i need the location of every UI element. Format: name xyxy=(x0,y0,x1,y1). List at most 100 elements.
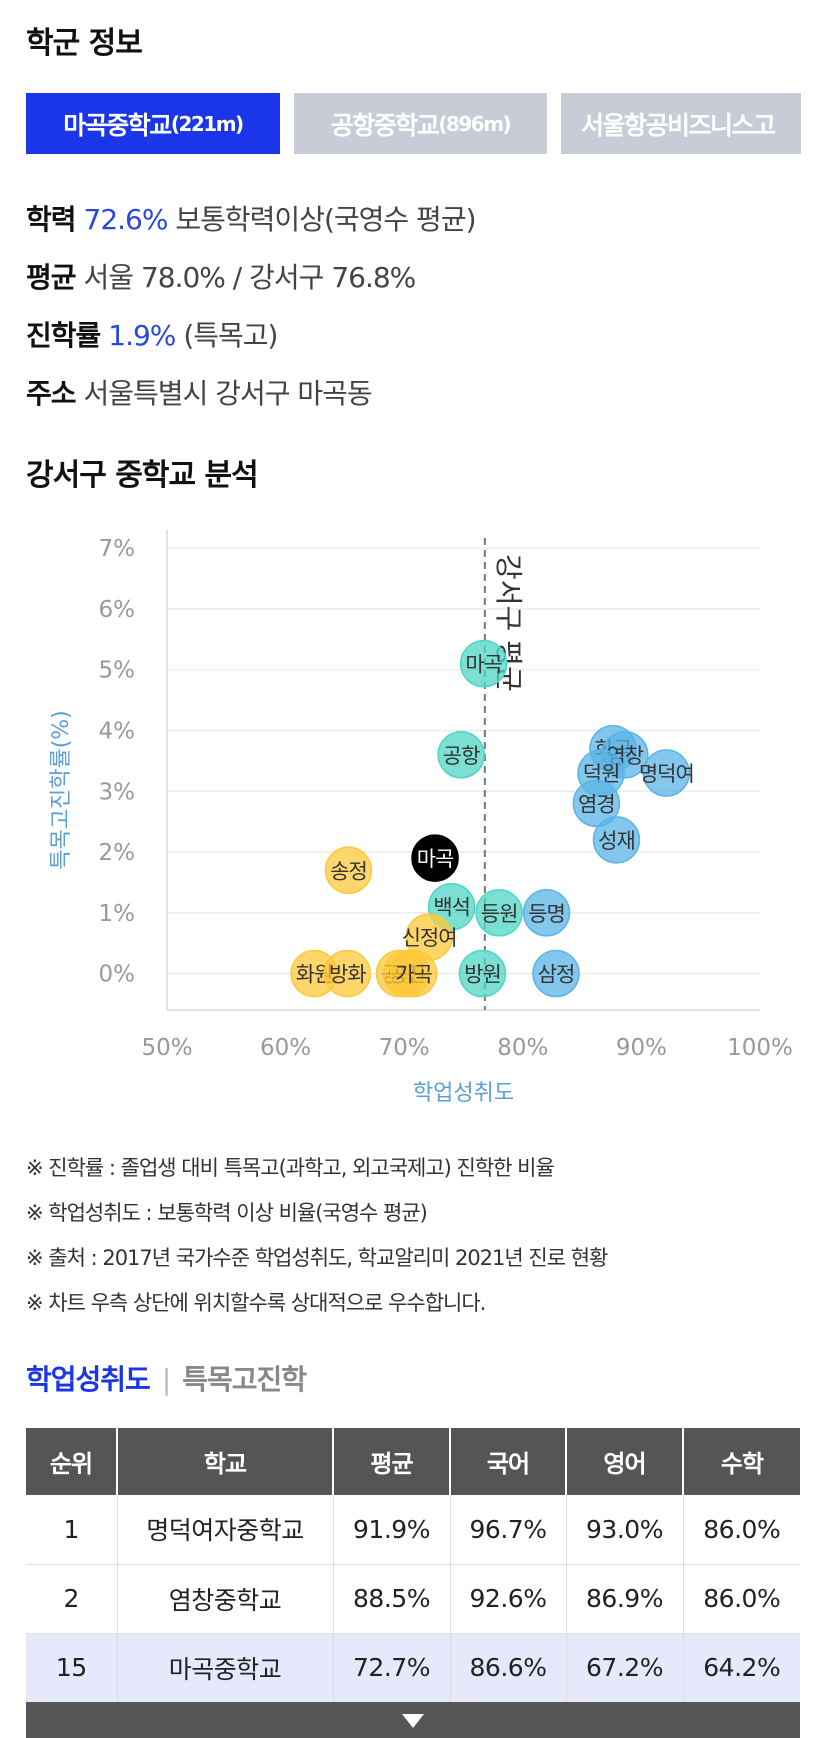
subtab-separator: | xyxy=(161,1363,171,1396)
data-point xyxy=(324,846,373,895)
data-point-label: 등명 xyxy=(528,902,565,926)
info-advancement: 진학률 1.9% (특목고) xyxy=(26,314,278,354)
header-average: 평균 xyxy=(333,1428,451,1495)
info-average: 평균 서울 78.0% / 강서구 76.8% xyxy=(26,256,417,296)
data-point xyxy=(459,639,508,688)
info-address: 주소 서울특별시 강서구 마곡동 xyxy=(26,372,373,412)
data-point-label: 가곡 xyxy=(395,963,432,987)
data-point xyxy=(475,889,523,937)
data-point-label: 마곡 xyxy=(417,847,454,871)
achievement-label: 학력 xyxy=(26,203,77,236)
subtab-advancement[interactable]: 특목고진학 xyxy=(182,1363,307,1396)
cell-rank: 15 xyxy=(26,1633,118,1703)
data-point-label: 마곡 xyxy=(465,653,502,677)
table-header-row: 순위 학교 평균 국어 영어 수학 xyxy=(26,1428,800,1495)
data-point-label: 신정여 xyxy=(402,926,457,950)
y-axis-label: 특목고진학률(%) xyxy=(49,710,74,870)
x-tick-label: 80% xyxy=(497,1035,548,1061)
cell-school: 염창중학교 xyxy=(117,1564,334,1634)
x-axis-label: 학업성취도 xyxy=(413,1081,514,1106)
x-tick-label: 50% xyxy=(141,1035,192,1061)
note-advancement: ※ 진학률 : 졸업생 대비 특목고(과학고, 외고국제고) 진학한 비율 xyxy=(26,1156,555,1180)
header-school: 학교 xyxy=(117,1428,334,1495)
expand-table-button[interactable] xyxy=(26,1702,800,1738)
cell-school: 명덕여자중학교 xyxy=(117,1495,334,1565)
tab-school-3-name: 서울항공비즈니스고 xyxy=(581,110,776,140)
note-source: ※ 출처 : 2017년 국가수준 학업성취도, 학교알리미 2021년 진로 … xyxy=(26,1246,608,1270)
table-row: 1 명덕여자중학교 91.9% 96.7% 93.0% 86.0% xyxy=(26,1495,800,1565)
achievement-desc: 보통학력이상(국영수 평균) xyxy=(175,203,476,236)
data-point xyxy=(323,949,372,998)
average-value: 서울 78.0% / 강서구 76.8% xyxy=(83,261,417,294)
y-tick-label: 6% xyxy=(99,597,136,623)
data-point-label: 등원 xyxy=(481,902,518,926)
tab-school-3[interactable]: 서울항공비즈니스고 xyxy=(561,93,801,154)
data-point xyxy=(572,779,621,828)
analysis-title: 강서구 중학교 분석 xyxy=(26,458,259,493)
y-tick-label: 2% xyxy=(99,840,136,866)
table-row-highlighted: 15 마곡중학교 72.7% 86.6% 67.2% 64.2% xyxy=(26,1633,800,1703)
cell-average: 88.5% xyxy=(333,1564,451,1634)
cell-english: 86.9% xyxy=(566,1564,684,1634)
data-point xyxy=(592,816,641,864)
x-tick-label: 70% xyxy=(379,1035,430,1061)
header-math: 수학 xyxy=(683,1428,800,1495)
cell-school: 마곡중학교 xyxy=(117,1633,334,1703)
ranking-table: 순위 학교 평균 국어 영어 수학 1 명덕여자중학교 91.9% 96.7% … xyxy=(26,1428,800,1703)
advancement-desc: (특목고) xyxy=(183,319,278,352)
x-tick-label: 60% xyxy=(260,1035,311,1061)
address-label: 주소 xyxy=(26,377,77,410)
data-point-label: 공항 xyxy=(443,744,480,768)
table-row: 2 염창중학교 88.5% 92.6% 86.9% 86.0% xyxy=(26,1564,800,1634)
advancement-value: 1.9% xyxy=(108,319,176,352)
address-value: 서울특별시 강서구 마곡동 xyxy=(83,377,373,410)
tab-school-1[interactable]: 마곡중학교 (221m) xyxy=(26,93,280,154)
cell-rank: 2 xyxy=(26,1564,118,1634)
y-tick-label: 5% xyxy=(99,658,136,684)
cell-math: 64.2% xyxy=(683,1633,800,1703)
header-rank: 순위 xyxy=(26,1428,118,1495)
cell-korean: 96.7% xyxy=(450,1495,567,1565)
subtab-achievement[interactable]: 학업성취도 xyxy=(26,1363,151,1396)
cell-average: 72.7% xyxy=(333,1633,451,1703)
cell-korean: 86.6% xyxy=(450,1633,567,1703)
x-tick-label: 90% xyxy=(616,1035,667,1061)
note-position: ※ 차트 우측 상단에 위치할수록 상대적으로 우수합니다. xyxy=(26,1291,486,1315)
y-tick-label: 7% xyxy=(99,536,136,562)
y-tick-label: 3% xyxy=(99,779,136,805)
data-point xyxy=(411,834,459,882)
y-tick-label: 0% xyxy=(99,962,136,988)
chevron-down-icon xyxy=(402,1714,424,1728)
y-tick-label: 4% xyxy=(99,719,136,745)
cell-korean: 92.6% xyxy=(450,1564,567,1634)
info-achievement: 학력 72.6% 보통학력이상(국영수 평균) xyxy=(26,198,477,238)
data-point-label: 방원 xyxy=(464,963,501,987)
cell-average: 91.9% xyxy=(333,1495,451,1565)
data-point xyxy=(642,749,691,797)
ranking-subtabs: 학업성취도 | 특목고진학 xyxy=(26,1358,307,1398)
tab-school-2[interactable]: 공항중학교 (896m) xyxy=(294,93,547,154)
note-achievement: ※ 학업성취도 : 보통학력 이상 비율(국영수 평균) xyxy=(26,1201,428,1225)
scatter-chart: 0% 1% 2% 3% 4% 5% 6% 7% 50% 60% 70% 80% 90% 100% 학업성취도… xyxy=(49,530,793,1106)
data-point-label: 명덕여 xyxy=(639,762,694,786)
data-point xyxy=(437,731,485,779)
data-point-label: 방화 xyxy=(329,963,366,987)
data-point xyxy=(522,889,571,937)
data-point xyxy=(532,949,580,998)
data-point-label: 성재 xyxy=(598,829,635,853)
data-point-label: 송정 xyxy=(330,859,367,883)
cell-rank: 1 xyxy=(26,1495,118,1565)
average-label: 평균 xyxy=(26,261,77,294)
page-title: 학군 정보 xyxy=(26,26,143,61)
y-tick-label: 1% xyxy=(99,901,136,927)
data-point xyxy=(389,949,438,998)
cell-english: 67.2% xyxy=(566,1633,684,1703)
data-point-label: 염경 xyxy=(578,792,615,816)
achievement-value: 72.6% xyxy=(83,203,169,236)
data-point-label: 삼정 xyxy=(538,963,575,987)
tab-school-2-name: 공항중학교 xyxy=(330,110,440,140)
advancement-label: 진학률 xyxy=(26,319,101,352)
cell-math: 86.0% xyxy=(683,1564,800,1634)
x-tick-label: 100% xyxy=(727,1035,793,1061)
school-tabs: 마곡중학교 (221m) 공항중학교 (896m) 서울항공비즈니스고 xyxy=(26,93,801,154)
